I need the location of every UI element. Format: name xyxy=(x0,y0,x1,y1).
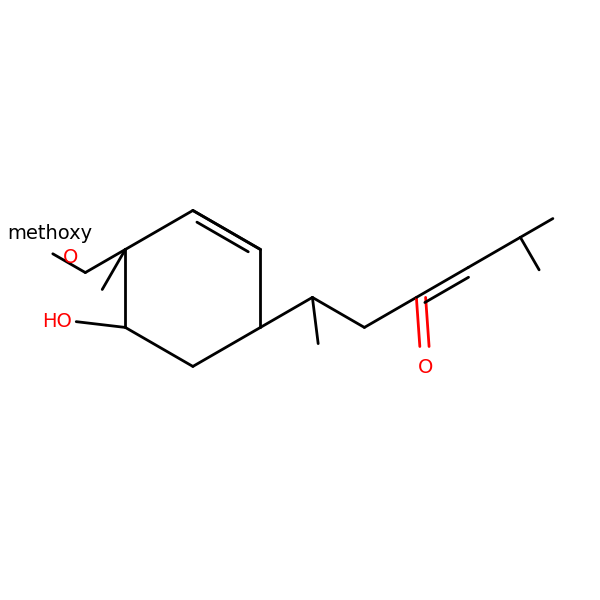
Text: O: O xyxy=(418,358,433,377)
Text: methoxy: methoxy xyxy=(7,224,92,244)
Text: HO: HO xyxy=(42,312,71,331)
Text: O: O xyxy=(63,248,79,267)
